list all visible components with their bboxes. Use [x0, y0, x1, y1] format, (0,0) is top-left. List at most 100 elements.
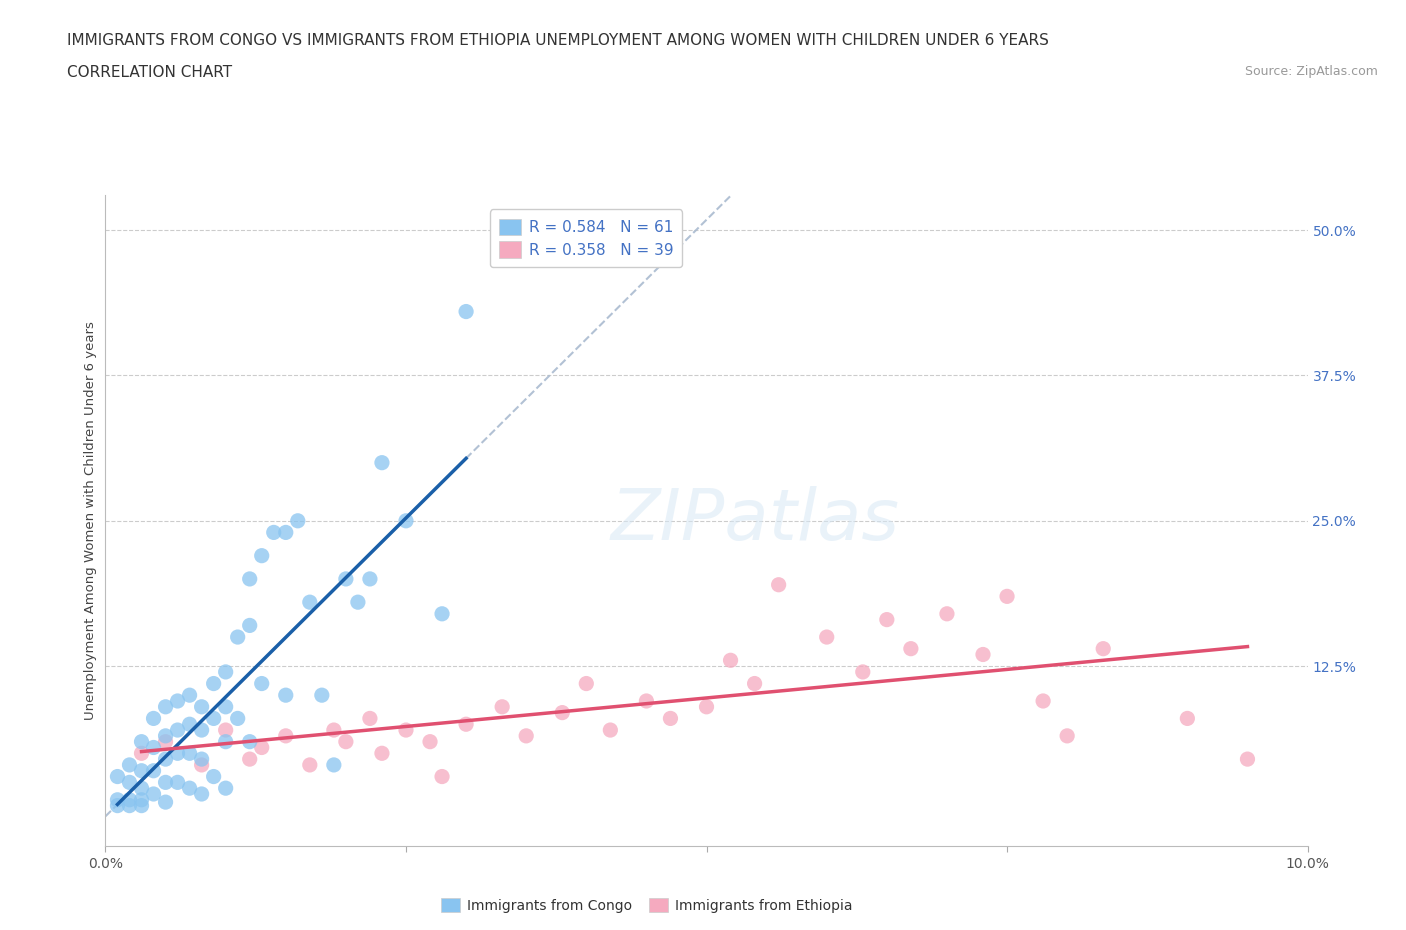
Point [335, 571, 357, 587]
Point [214, 723, 236, 737]
Point [155, 775, 177, 790]
Point [239, 571, 262, 587]
Point [936, 606, 959, 621]
Point [142, 711, 165, 726]
Text: ZIPatlas: ZIPatlas [610, 486, 898, 555]
Point [142, 764, 165, 778]
Point [491, 699, 513, 714]
Point [636, 694, 658, 709]
Point [430, 769, 453, 784]
Point [371, 456, 394, 471]
Point [214, 781, 236, 796]
Point [239, 751, 262, 766]
Point [454, 304, 477, 319]
Point [322, 757, 344, 772]
Text: CORRELATION CHART: CORRELATION CHART [67, 65, 232, 80]
Point [131, 764, 153, 778]
Point [155, 728, 177, 743]
Point [395, 513, 418, 528]
Point [599, 723, 621, 737]
Point [335, 735, 357, 750]
Point [190, 699, 212, 714]
Point [852, 665, 875, 680]
Point [900, 642, 922, 657]
Point [395, 723, 418, 737]
Text: Source: ZipAtlas.com: Source: ZipAtlas.com [1244, 65, 1378, 78]
Point [118, 792, 141, 807]
Point [347, 595, 370, 610]
Point [274, 525, 297, 540]
Point [263, 525, 285, 540]
Point [155, 699, 177, 714]
Point [515, 728, 537, 743]
Point [155, 751, 177, 766]
Point [551, 705, 574, 720]
Point [287, 513, 309, 528]
Point [190, 751, 212, 766]
Point [1175, 711, 1198, 726]
Point [214, 699, 236, 714]
Point [972, 647, 994, 662]
Point [239, 735, 262, 750]
Point [179, 717, 201, 732]
Point [359, 571, 381, 587]
Point [250, 549, 273, 564]
Point [359, 711, 381, 726]
Point [876, 612, 898, 627]
Point [454, 717, 477, 732]
Point [202, 676, 225, 691]
Point [1236, 751, 1258, 766]
Point [744, 676, 766, 691]
Point [107, 769, 129, 784]
Point [166, 775, 188, 790]
Point [696, 699, 718, 714]
Point [131, 746, 153, 761]
Legend: Immigrants from Congo, Immigrants from Ethiopia: Immigrants from Congo, Immigrants from E… [436, 893, 858, 919]
Point [311, 688, 333, 703]
Point [118, 775, 141, 790]
Point [214, 665, 236, 680]
Point [166, 746, 188, 761]
Point [214, 735, 236, 750]
Point [190, 723, 212, 737]
Point [250, 676, 273, 691]
Point [720, 653, 742, 668]
Point [419, 735, 441, 750]
Point [274, 728, 297, 743]
Point [226, 630, 249, 644]
Point [298, 757, 321, 772]
Point [179, 688, 201, 703]
Legend: R = 0.584   N = 61, R = 0.358   N = 39: R = 0.584 N = 61, R = 0.358 N = 39 [491, 209, 682, 267]
Point [298, 595, 321, 610]
Point [274, 688, 297, 703]
Point [575, 676, 598, 691]
Point [659, 711, 682, 726]
Point [995, 589, 1018, 604]
Point [118, 757, 141, 772]
Point [131, 781, 153, 796]
Point [107, 798, 129, 813]
Point [142, 740, 165, 755]
Point [166, 694, 188, 709]
Point [107, 792, 129, 807]
Point [1092, 642, 1115, 657]
Point [131, 735, 153, 750]
Point [768, 578, 790, 592]
Point [226, 711, 249, 726]
Point [250, 740, 273, 755]
Point [179, 781, 201, 796]
Point [202, 769, 225, 784]
Point [430, 606, 453, 621]
Point [1032, 694, 1054, 709]
Point [815, 630, 838, 644]
Point [179, 746, 201, 761]
Text: IMMIGRANTS FROM CONGO VS IMMIGRANTS FROM ETHIOPIA UNEMPLOYMENT AMONG WOMEN WITH : IMMIGRANTS FROM CONGO VS IMMIGRANTS FROM… [67, 33, 1049, 47]
Point [142, 787, 165, 802]
Point [322, 723, 344, 737]
Point [371, 746, 394, 761]
Point [1056, 728, 1078, 743]
Y-axis label: Unemployment Among Women with Children Under 6 years: Unemployment Among Women with Children U… [84, 322, 97, 720]
Point [190, 757, 212, 772]
Point [131, 798, 153, 813]
Point [202, 711, 225, 726]
